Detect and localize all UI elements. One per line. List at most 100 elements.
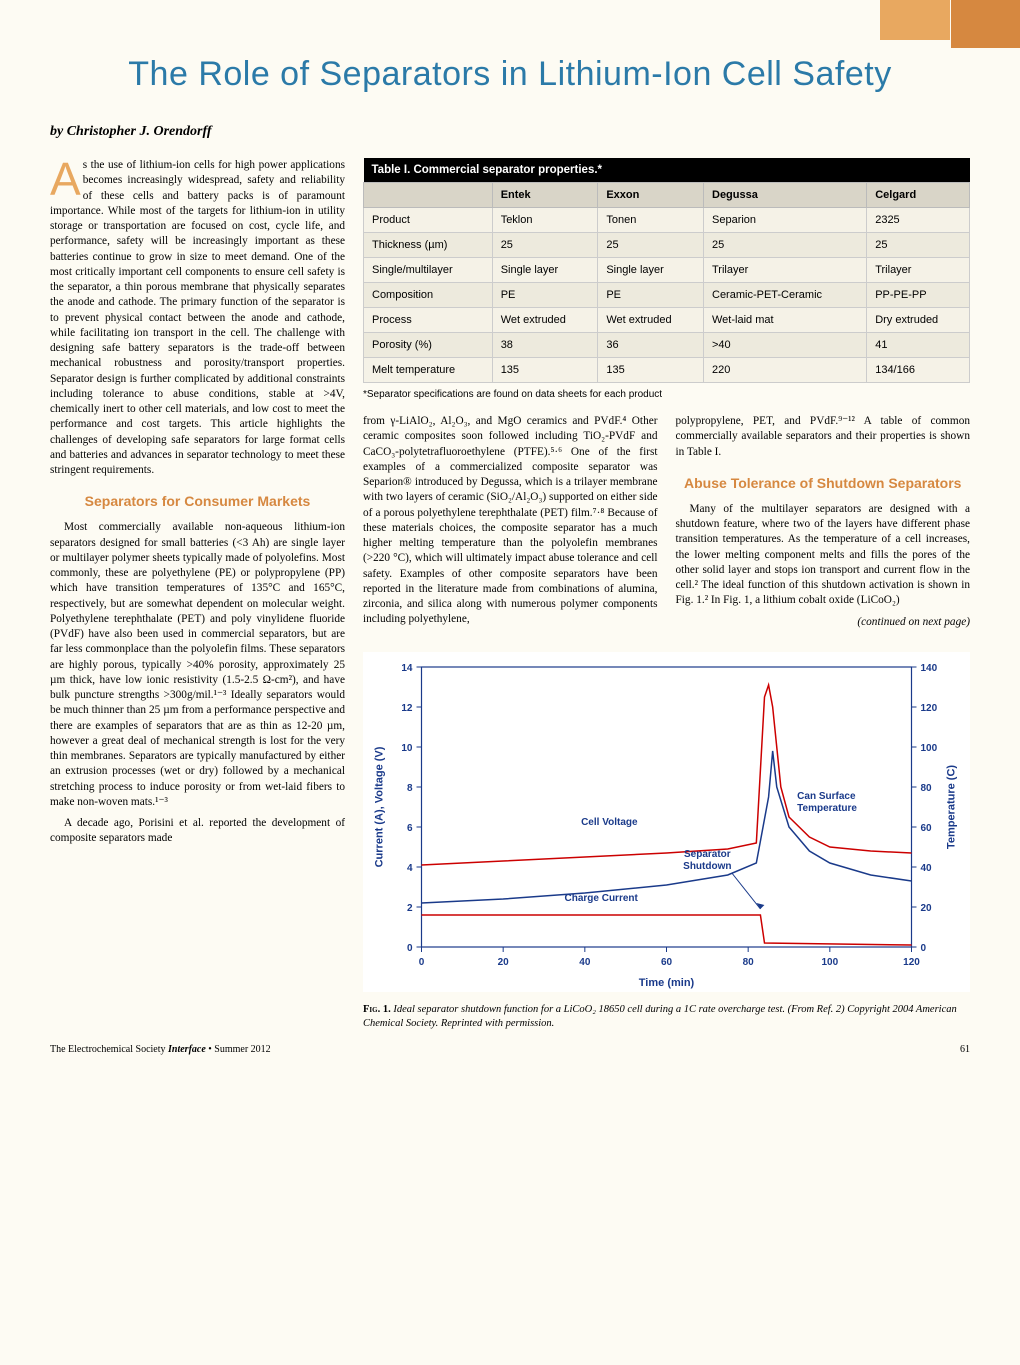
intro-paragraph: As the use of lithium-ion cells for high…	[50, 158, 345, 478]
corner-decoration	[880, 0, 1020, 50]
svg-text:Can Surface: Can Surface	[797, 791, 856, 802]
page-footer: The Electrochemical Society Interface • …	[50, 1044, 970, 1055]
continued-note: (continued on next page)	[676, 615, 971, 630]
svg-text:0: 0	[407, 943, 413, 954]
svg-text:120: 120	[903, 957, 920, 968]
table-cell: >40	[704, 333, 867, 358]
svg-text:0: 0	[419, 957, 425, 968]
table-cell: PE	[492, 283, 598, 308]
table-col-2: Exxon	[598, 183, 704, 208]
col-right-top: polypropylene, PET, and PVdF.⁹⁻¹² A tabl…	[676, 414, 971, 460]
table-cell: 38	[492, 333, 598, 358]
svg-text:0: 0	[921, 943, 927, 954]
svg-text:40: 40	[579, 957, 591, 968]
table-cell: Wet extruded	[492, 308, 598, 333]
table-col-0	[364, 183, 493, 208]
fig-label: Fig. 1.	[363, 1004, 391, 1015]
svg-text:2: 2	[407, 903, 413, 914]
svg-text:140: 140	[921, 663, 938, 674]
table-col-4: Celgard	[867, 183, 970, 208]
table-cell: Dry extruded	[867, 308, 970, 333]
svg-text:Temperature: Temperature	[797, 803, 857, 814]
table-cell: 135	[598, 358, 704, 383]
dropcap: A	[50, 160, 83, 198]
footer-journal: The Electrochemical Society Interface • …	[50, 1044, 271, 1055]
table-cell: PE	[598, 283, 704, 308]
column-middle: from γ-LiAlO₂, Al₂O₃, and MgO ceramics a…	[363, 414, 658, 636]
table-cell: 25	[704, 233, 867, 258]
table-cell: 134/166	[867, 358, 970, 383]
svg-text:Time (min): Time (min)	[639, 977, 695, 989]
svg-text:100: 100	[821, 957, 838, 968]
table-cell: 25	[598, 233, 704, 258]
table-cell: Single layer	[492, 258, 598, 283]
table-cell: Composition	[364, 283, 493, 308]
page-number: 61	[960, 1044, 970, 1055]
table-cell: 2325	[867, 208, 970, 233]
table-cell: 36	[598, 333, 704, 358]
table-cell: PP-PE-PP	[867, 283, 970, 308]
table-cell: 41	[867, 333, 970, 358]
table-cell: Porosity (%)	[364, 333, 493, 358]
svg-text:Shutdown: Shutdown	[683, 861, 731, 872]
svg-text:8: 8	[407, 783, 413, 794]
svg-text:Charge Current: Charge Current	[564, 893, 638, 904]
table-col-1: Entek	[492, 183, 598, 208]
table-cell: Product	[364, 208, 493, 233]
table-cell: 25	[492, 233, 598, 258]
col-right-body: Many of the multilayer separators are de…	[676, 502, 971, 609]
table-cell: Thickness (µm)	[364, 233, 493, 258]
table-title: Table I. Commercial separator properties…	[364, 158, 970, 183]
svg-text:Cell Voltage: Cell Voltage	[581, 817, 638, 828]
svg-text:20: 20	[498, 957, 510, 968]
svg-text:Current (A), Voltage (V): Current (A), Voltage (V)	[374, 746, 386, 867]
section1-p1: Most commercially available non-aqueous …	[50, 520, 345, 810]
section-heading-1: Separators for Consumer Markets	[50, 492, 345, 510]
corner-square-dark	[950, 0, 1020, 48]
svg-text:4: 4	[407, 863, 413, 874]
svg-text:12: 12	[401, 703, 413, 714]
table-cell: 135	[492, 358, 598, 383]
table-footnote: *Separator specifications are found on d…	[363, 389, 970, 400]
figure-1-chart: 0204060801001200246810121402040608010012…	[363, 652, 970, 992]
table-cell: Wet-laid mat	[704, 308, 867, 333]
svg-text:40: 40	[921, 863, 933, 874]
table-cell: Separion	[704, 208, 867, 233]
table-row: Single/multilayerSingle layerSingle laye…	[364, 258, 970, 283]
table-cell: Single layer	[598, 258, 704, 283]
fig-caption-text: Ideal separator shutdown function for a …	[363, 1004, 957, 1029]
table-cell: Tonen	[598, 208, 704, 233]
svg-text:100: 100	[921, 743, 938, 754]
content-columns: As the use of lithium-ion cells for high…	[50, 158, 970, 1030]
table-col-3: Degussa	[704, 183, 867, 208]
svg-text:80: 80	[743, 957, 755, 968]
table-row: ProductTeklonTonenSeparion2325	[364, 208, 970, 233]
article-title: The Role of Separators in Lithium-Ion Ce…	[50, 55, 970, 94]
table-row: Melt temperature135135220134/166	[364, 358, 970, 383]
intro-text: s the use of lithium-ion cells for high …	[50, 159, 345, 476]
svg-text:80: 80	[921, 783, 933, 794]
column-right: polypropylene, PET, and PVdF.⁹⁻¹² A tabl…	[676, 414, 971, 636]
table-row: ProcessWet extrudedWet extrudedWet-laid …	[364, 308, 970, 333]
table-cell: Melt temperature	[364, 358, 493, 383]
svg-text:10: 10	[401, 743, 413, 754]
column-right-group: Table I. Commercial separator properties…	[363, 158, 970, 1030]
table-cell: 25	[867, 233, 970, 258]
byline: by Christopher J. Orendorff	[50, 124, 970, 140]
table-cell: Process	[364, 308, 493, 333]
table-row: CompositionPEPECeramic-PET-CeramicPP-PE-…	[364, 283, 970, 308]
table-cell: 220	[704, 358, 867, 383]
table-body: ProductTeklonTonenSeparion2325Thickness …	[364, 208, 970, 383]
svg-text:20: 20	[921, 903, 933, 914]
svg-text:120: 120	[921, 703, 938, 714]
svg-text:Separator: Separator	[684, 849, 731, 860]
column-left: As the use of lithium-ion cells for high…	[50, 158, 345, 1030]
separator-properties-table: Table I. Commercial separator properties…	[363, 158, 970, 383]
table-row: Thickness (µm)25252525	[364, 233, 970, 258]
table-cell: Ceramic-PET-Ceramic	[704, 283, 867, 308]
table-row: Porosity (%)3836>4041	[364, 333, 970, 358]
figure-1: 0204060801001200246810121402040608010012…	[363, 652, 970, 1030]
svg-text:60: 60	[661, 957, 673, 968]
table-cell: Wet extruded	[598, 308, 704, 333]
col-mid-text: from γ-LiAlO₂, Al₂O₃, and MgO ceramics a…	[363, 414, 658, 628]
